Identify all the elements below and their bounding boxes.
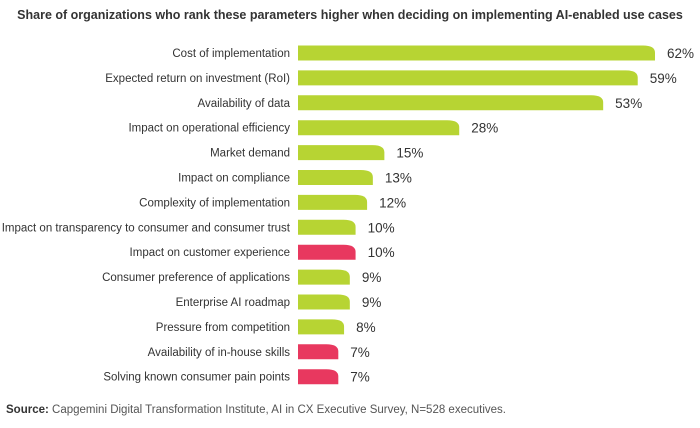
category-label: Impact on operational efficiency — [128, 123, 290, 135]
bar — [298, 45, 655, 61]
category-label: Consumer preference of applications — [102, 272, 290, 284]
bar — [298, 120, 460, 136]
source-label: Source: — [6, 404, 49, 416]
bar-chart: Cost of implementation 62% Expected return… — [2, 45, 694, 385]
category-label: Impact on compliance — [178, 173, 290, 185]
value-label: 13% — [385, 171, 412, 186]
value-label: 15% — [396, 146, 423, 161]
category-label: Impact on customer experience — [130, 247, 290, 259]
category-label: Enterprise AI roadmap — [176, 297, 290, 309]
source-note: Source: Capgemini Digital Transformation… — [6, 404, 506, 416]
category-label: Expected return on investment (RoI) — [105, 73, 290, 85]
bar — [298, 344, 339, 360]
bar — [298, 319, 345, 335]
bar — [298, 70, 638, 86]
value-label: 9% — [362, 270, 382, 285]
value-label: 28% — [471, 121, 498, 136]
value-label: 62% — [667, 46, 694, 61]
bar — [298, 219, 356, 235]
value-label: 8% — [356, 320, 376, 335]
value-label: 12% — [379, 195, 406, 210]
value-label: 10% — [368, 245, 395, 260]
value-label: 9% — [362, 295, 382, 310]
value-label: 59% — [650, 71, 677, 86]
category-label: Complexity of implementation — [139, 197, 290, 209]
value-label: 7% — [350, 345, 370, 360]
category-label: Availability of data — [198, 98, 291, 110]
category-label: Availability of in-house skills — [148, 347, 291, 359]
category-label: Solving known consumer pain points — [103, 372, 290, 384]
bar — [298, 294, 350, 310]
category-label: Cost of implementation — [172, 48, 290, 60]
value-label: 7% — [350, 370, 370, 385]
category-label: Impact on transparency to consumer and c… — [2, 222, 291, 234]
bar — [298, 244, 356, 260]
bar — [298, 369, 339, 385]
category-label: Market demand — [210, 148, 290, 160]
chart-title: Share of organizations who rank these pa… — [17, 8, 683, 22]
bar — [298, 194, 368, 210]
bar — [298, 145, 385, 161]
bar — [298, 95, 604, 111]
category-label: Pressure from competition — [156, 322, 290, 334]
bar — [298, 269, 350, 285]
bar — [298, 170, 373, 185]
source-text: Capgemini Digital Transformation Institu… — [52, 404, 506, 416]
value-label: 10% — [368, 220, 395, 235]
value-label: 53% — [615, 96, 642, 111]
